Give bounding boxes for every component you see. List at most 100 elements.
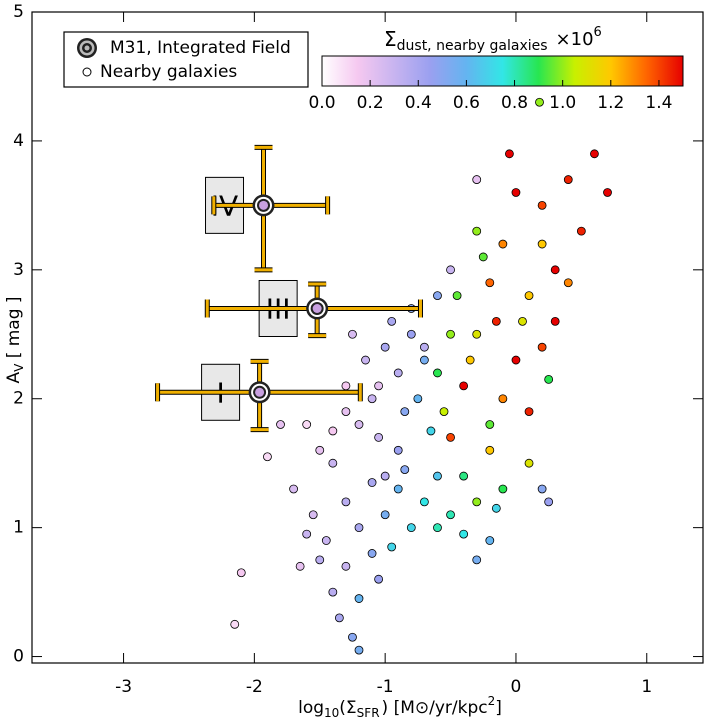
scatter-point [321, 536, 331, 545]
x-axis-label: log10(ΣSFR) [M⊙/yr/kpc2] [298, 694, 502, 720]
scatter-point [491, 316, 501, 326]
scatter-point [361, 355, 370, 365]
y-label-part: [ mag ] [4, 296, 24, 363]
y-tick-label: 3 [13, 260, 24, 280]
scatter-point [452, 291, 462, 301]
scatter-point [537, 239, 547, 249]
scatter-point [419, 342, 429, 352]
scatter-point [537, 342, 547, 352]
scatter-point [328, 426, 338, 436]
y-label-part: A [4, 372, 24, 384]
x-tick-label: 1 [641, 677, 652, 697]
scatter-point [380, 342, 390, 352]
scatter-point [485, 536, 495, 545]
scatter-point [524, 458, 534, 468]
colorbar-tick-label: 0.6 [453, 93, 480, 113]
scatter-point [354, 645, 364, 655]
x-tick-label: -2 [246, 677, 263, 697]
colorbar-tick-label: 0.2 [357, 93, 384, 113]
scatter-point [576, 226, 586, 236]
colorbar-tick-label: 1.0 [549, 93, 576, 113]
scatter-point [518, 316, 527, 326]
scatter-point [563, 175, 573, 184]
x-label-part: 10 [324, 706, 339, 720]
y-axis-label: AV [ mag ] [4, 296, 26, 383]
legend-nearby-marker [82, 67, 92, 77]
y-tick-label: 4 [13, 131, 24, 151]
scatter-point [354, 523, 364, 533]
scatter-point [535, 97, 544, 107]
scatter-point [550, 265, 560, 275]
scatter-point [478, 252, 488, 262]
scatter-point [230, 619, 240, 629]
y-tick-label: 1 [13, 518, 24, 538]
m31-marker [255, 387, 265, 397]
y-tick-label: 0 [13, 647, 24, 667]
scatter-point [348, 329, 357, 339]
scatter-point [446, 265, 455, 275]
scatter-point [400, 465, 410, 475]
scatter-point [472, 175, 482, 184]
scatter-point [537, 200, 547, 210]
scatter-point [511, 355, 521, 365]
scatter-point [439, 407, 449, 417]
scatter-point [295, 561, 305, 571]
y-tick-label: 5 [13, 2, 24, 22]
scatter-point [406, 329, 416, 339]
scatter-point [465, 355, 475, 365]
scatter-point [590, 149, 599, 159]
m31-field: III [204, 279, 423, 339]
scatter-point [498, 239, 508, 249]
colorbar-tick-label: 0.0 [308, 93, 335, 113]
scatter-point [603, 188, 612, 197]
scatter-point [354, 420, 364, 429]
scatter-point [380, 471, 390, 481]
scatter-point [472, 329, 482, 339]
legend-label: M31, Integrated Field [110, 38, 291, 58]
scatter-point [459, 471, 469, 481]
scatter-point [374, 433, 384, 442]
scatter-point [446, 433, 455, 442]
scatter-point [302, 420, 312, 429]
scatter-point [374, 574, 384, 584]
scatter-point [341, 497, 351, 507]
scatter-point [544, 374, 554, 384]
scatter-point [328, 587, 338, 597]
colorbar-tick-label: 0.8 [501, 93, 528, 113]
scatter-point [334, 613, 344, 623]
scatter-point [485, 445, 495, 455]
scatter-point [374, 381, 384, 391]
m31-field: IV [205, 144, 331, 273]
scatter-point [472, 497, 482, 507]
scatter-point [354, 594, 364, 603]
scatter-point [485, 278, 495, 288]
scatter-point [537, 484, 547, 494]
scatter-point [459, 529, 469, 539]
legend-m31-marker [77, 38, 97, 58]
scatter-point [367, 394, 377, 404]
scatter-point [524, 407, 534, 417]
scatter-point [308, 510, 318, 520]
scatter-point [511, 188, 521, 197]
scatter-point [387, 316, 397, 326]
scatter-point [263, 452, 272, 462]
scatter-point [393, 445, 403, 455]
scatter-point [491, 503, 501, 513]
scatter-point [433, 523, 442, 533]
scatter-point [400, 407, 410, 417]
m31-field: I [155, 358, 363, 433]
legend-box [63, 31, 309, 88]
scatter-point [419, 497, 429, 507]
scatter-point [459, 381, 469, 391]
colorbar-label-sub: dust, nearby galaxies [397, 38, 548, 54]
x-label-part: ) [M⊙/yr/kpc [382, 698, 488, 718]
scatter-point [524, 291, 534, 301]
scatter-point [433, 368, 442, 378]
scatter-point [472, 555, 482, 565]
x-label-part: log [298, 698, 324, 718]
scatter-point [302, 529, 312, 539]
scatter-point [472, 226, 482, 236]
scatter-point [563, 278, 573, 288]
scatter-point [236, 568, 246, 578]
